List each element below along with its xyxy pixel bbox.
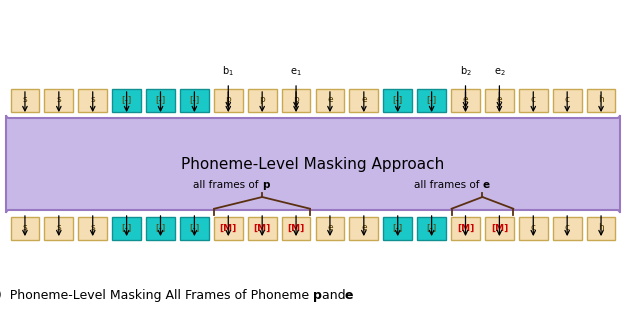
- FancyBboxPatch shape: [146, 88, 175, 112]
- FancyBboxPatch shape: [316, 216, 344, 240]
- Text: [M]: [M]: [254, 224, 271, 232]
- Text: s: s: [90, 95, 95, 104]
- FancyBboxPatch shape: [519, 88, 548, 112]
- Text: Phoneme-Level Masking Approach: Phoneme-Level Masking Approach: [182, 157, 444, 171]
- Text: e: e: [327, 224, 333, 232]
- Text: [M]: [M]: [220, 224, 237, 232]
- Text: [-]: [-]: [155, 224, 166, 232]
- FancyBboxPatch shape: [383, 88, 412, 112]
- Text: e: e: [496, 95, 502, 104]
- FancyBboxPatch shape: [11, 88, 39, 112]
- Text: h: h: [598, 95, 604, 104]
- Text: [-]: [-]: [393, 224, 403, 232]
- FancyBboxPatch shape: [451, 216, 480, 240]
- Text: [-]: [-]: [121, 224, 131, 232]
- FancyBboxPatch shape: [417, 216, 446, 240]
- Text: [M]: [M]: [491, 224, 508, 232]
- FancyBboxPatch shape: [180, 216, 209, 240]
- Text: [-]: [-]: [426, 224, 437, 232]
- FancyBboxPatch shape: [214, 216, 243, 240]
- Text: s: s: [56, 95, 61, 104]
- Text: s: s: [90, 224, 95, 232]
- Text: [-]: [-]: [426, 95, 437, 104]
- FancyBboxPatch shape: [451, 88, 480, 112]
- Text: [M]: [M]: [457, 224, 474, 232]
- FancyBboxPatch shape: [587, 88, 615, 112]
- Text: s: s: [56, 224, 61, 232]
- Text: c: c: [565, 95, 570, 104]
- FancyBboxPatch shape: [44, 88, 73, 112]
- Text: b$_1$: b$_1$: [222, 64, 234, 78]
- Text: s: s: [23, 95, 28, 104]
- Text: e: e: [344, 289, 353, 302]
- FancyBboxPatch shape: [417, 88, 446, 112]
- FancyBboxPatch shape: [78, 88, 107, 112]
- Text: (c)  Phoneme-Level Masking All Frames of Phoneme: (c) Phoneme-Level Masking All Frames of …: [0, 289, 313, 302]
- Text: c: c: [565, 224, 570, 232]
- Text: [-]: [-]: [189, 95, 200, 104]
- FancyBboxPatch shape: [11, 216, 39, 240]
- Text: [M]: [M]: [287, 224, 305, 232]
- Text: [-]: [-]: [393, 95, 403, 104]
- Text: b$_2$: b$_2$: [459, 64, 471, 78]
- FancyBboxPatch shape: [248, 88, 277, 112]
- FancyBboxPatch shape: [44, 216, 73, 240]
- Text: e: e: [361, 224, 367, 232]
- Text: e: e: [483, 180, 490, 191]
- Text: and: and: [319, 289, 350, 302]
- FancyBboxPatch shape: [6, 115, 620, 213]
- FancyBboxPatch shape: [587, 216, 615, 240]
- FancyBboxPatch shape: [112, 216, 141, 240]
- Text: s: s: [23, 224, 28, 232]
- FancyBboxPatch shape: [214, 88, 243, 112]
- FancyBboxPatch shape: [349, 216, 378, 240]
- FancyBboxPatch shape: [485, 88, 514, 112]
- Text: e: e: [327, 95, 333, 104]
- Text: [-]: [-]: [155, 95, 166, 104]
- Text: all frames of: all frames of: [193, 180, 262, 191]
- Text: e$_1$: e$_1$: [290, 66, 302, 78]
- Text: p: p: [225, 95, 231, 104]
- FancyBboxPatch shape: [383, 216, 412, 240]
- FancyBboxPatch shape: [553, 88, 582, 112]
- FancyBboxPatch shape: [146, 216, 175, 240]
- Text: [-]: [-]: [189, 224, 200, 232]
- FancyBboxPatch shape: [282, 216, 310, 240]
- Text: all frames of: all frames of: [414, 180, 483, 191]
- Text: e$_2$: e$_2$: [493, 66, 505, 78]
- FancyBboxPatch shape: [78, 216, 107, 240]
- Text: e: e: [361, 95, 367, 104]
- Text: c: c: [531, 95, 536, 104]
- Text: p: p: [262, 180, 270, 191]
- FancyBboxPatch shape: [349, 88, 378, 112]
- Text: h: h: [598, 224, 604, 232]
- Text: [-]: [-]: [121, 95, 131, 104]
- Text: e: e: [463, 95, 468, 104]
- FancyBboxPatch shape: [316, 88, 344, 112]
- FancyBboxPatch shape: [519, 216, 548, 240]
- Text: p: p: [259, 95, 265, 104]
- Text: p: p: [293, 95, 299, 104]
- Text: p: p: [313, 289, 322, 302]
- FancyBboxPatch shape: [485, 216, 514, 240]
- FancyBboxPatch shape: [248, 216, 277, 240]
- FancyBboxPatch shape: [282, 88, 310, 112]
- FancyBboxPatch shape: [553, 216, 582, 240]
- FancyBboxPatch shape: [180, 88, 209, 112]
- Text: c: c: [531, 224, 536, 232]
- FancyBboxPatch shape: [112, 88, 141, 112]
